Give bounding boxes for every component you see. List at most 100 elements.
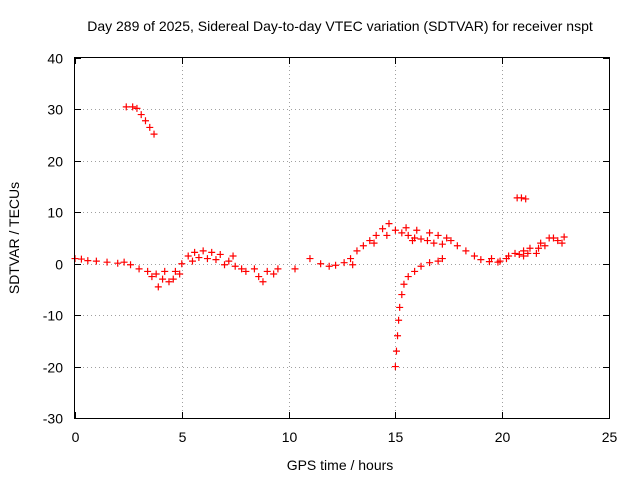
x-axis-label: GPS time / hours (287, 457, 394, 473)
data-point (400, 280, 408, 288)
data-point (120, 258, 128, 266)
data-point (391, 226, 399, 234)
data-point (438, 255, 446, 263)
data-point (169, 275, 177, 283)
data-point (191, 248, 199, 256)
data-point (515, 250, 523, 258)
grid-lines (75, 58, 609, 418)
data-point (434, 257, 442, 265)
data-point (549, 234, 557, 242)
data-point (511, 249, 519, 257)
data-point (394, 332, 402, 340)
x-tick-label: 10 (282, 429, 298, 445)
data-point (443, 234, 451, 242)
data-point (349, 261, 357, 269)
data-point (135, 265, 143, 273)
data-point (103, 258, 111, 266)
data-point (178, 260, 186, 268)
data-point (402, 224, 410, 232)
data-point (225, 257, 233, 265)
data-point (216, 250, 224, 258)
data-point (229, 252, 237, 260)
data-point (137, 111, 145, 119)
data-point (270, 270, 278, 278)
data-point (188, 257, 196, 265)
data-point (488, 255, 496, 263)
data-point (535, 244, 543, 252)
data-point (92, 257, 100, 265)
y-tick-label: 40 (47, 51, 63, 67)
data-point (212, 256, 220, 264)
data-point (144, 267, 152, 275)
data-point (560, 233, 568, 241)
x-tick-label: 5 (179, 429, 187, 445)
data-point (150, 130, 158, 138)
data-point (325, 262, 333, 270)
data-point (359, 242, 367, 250)
data-point (395, 316, 403, 324)
data-point (129, 103, 137, 111)
data-point (146, 123, 154, 131)
data-point (385, 220, 393, 228)
data-points (71, 103, 568, 371)
data-point (408, 237, 416, 245)
data-point (398, 291, 406, 299)
data-point (127, 261, 135, 269)
y-tick-label: -10 (43, 308, 63, 324)
data-point (370, 239, 378, 247)
data-point (524, 249, 532, 257)
data-point (434, 231, 442, 239)
data-point (430, 239, 438, 247)
data-point (195, 254, 203, 262)
data-point (161, 267, 169, 275)
data-point (133, 104, 141, 112)
data-point (306, 255, 314, 263)
data-point (159, 275, 167, 283)
data-point (165, 278, 173, 286)
data-point (221, 261, 229, 269)
data-point (423, 237, 431, 245)
data-point (392, 347, 400, 355)
data-point (347, 255, 355, 263)
chart-title: Day 289 of 2025, Sidereal Day-to-day VTE… (87, 18, 593, 34)
data-point (366, 237, 374, 245)
data-point (537, 239, 545, 247)
data-point (77, 255, 85, 263)
data-point (250, 265, 258, 273)
data-point (398, 229, 406, 237)
data-point (291, 265, 299, 273)
data-point (470, 252, 478, 260)
data-point (184, 252, 192, 260)
data-point (340, 259, 348, 267)
data-point (231, 262, 239, 270)
x-tick-label: 0 (72, 429, 80, 445)
data-point (317, 260, 325, 268)
data-point (411, 267, 419, 275)
data-point (259, 278, 267, 286)
data-point (154, 283, 162, 291)
data-point (517, 194, 525, 202)
data-point (391, 363, 399, 371)
data-point (453, 242, 461, 250)
data-point (426, 229, 434, 237)
y-tick-label: 30 (47, 102, 63, 118)
data-point (413, 226, 421, 234)
data-point (404, 231, 412, 239)
data-point (208, 248, 216, 256)
data-point (417, 235, 425, 243)
data-point (84, 257, 92, 265)
data-point (426, 259, 434, 267)
data-point (554, 237, 562, 245)
data-point (379, 225, 387, 233)
data-point (353, 247, 361, 255)
data-point (203, 255, 211, 263)
data-point (141, 117, 149, 125)
data-point (558, 239, 566, 247)
y-tick-label: 20 (47, 154, 63, 170)
y-tick-label: -20 (43, 360, 63, 376)
x-tick-label: 15 (388, 429, 404, 445)
data-point (176, 270, 184, 278)
y-tick-label: -30 (43, 411, 63, 427)
data-point (114, 259, 122, 267)
y-tick-label: 10 (47, 205, 63, 221)
